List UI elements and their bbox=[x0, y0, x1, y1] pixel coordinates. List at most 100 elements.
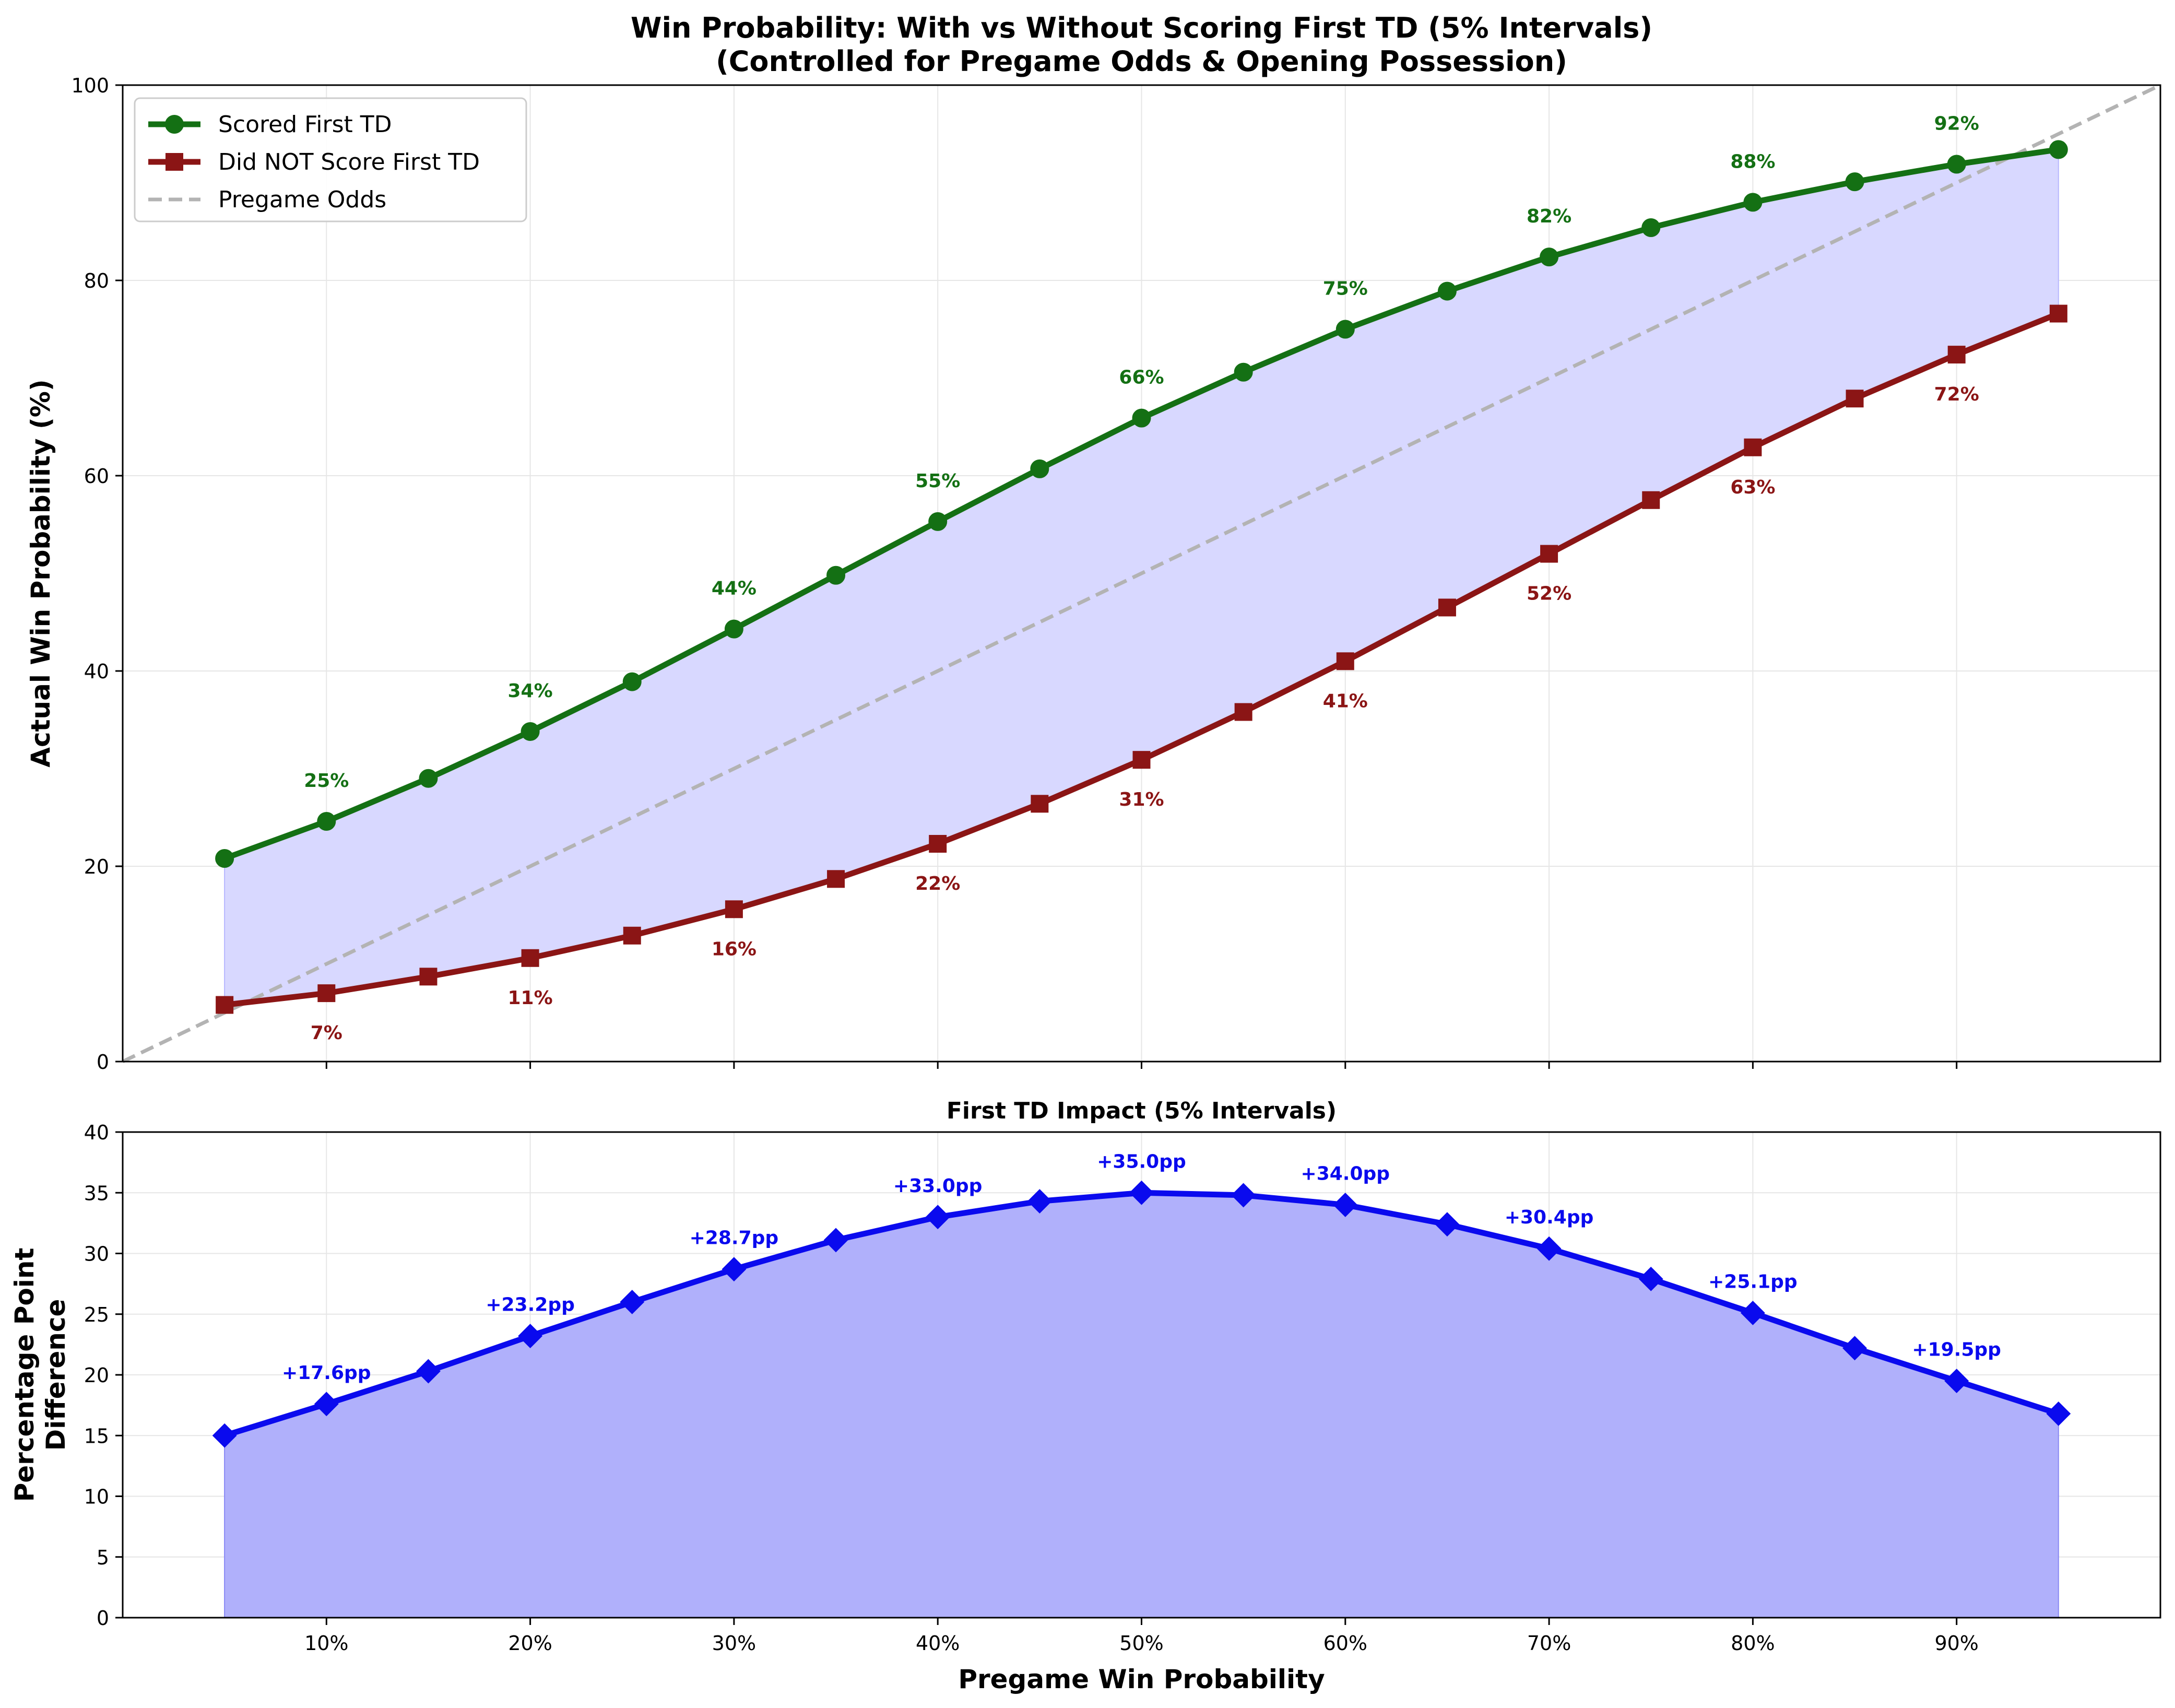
scored-first-td-point-15 bbox=[1743, 193, 1763, 212]
scored-first-td-point-5 bbox=[724, 619, 743, 639]
not-scored-label-7: 22% bbox=[915, 873, 960, 894]
impact-point-14 bbox=[1638, 1266, 1663, 1291]
pregame-odds-line bbox=[122, 83, 2161, 1064]
bottom-series-markers bbox=[212, 1180, 2071, 1448]
scored-first-td-point-17 bbox=[1947, 155, 1966, 174]
bottom-y-axis-label-line-1: Percentage Point bbox=[9, 1248, 40, 1502]
bottom-xtick-label-7: 80% bbox=[1731, 1632, 1775, 1655]
scored-label-5: 44% bbox=[712, 578, 756, 599]
did-not-score-point-4 bbox=[623, 926, 641, 945]
bottom-xtick-label-1: 20% bbox=[508, 1632, 552, 1655]
legend-entry-1: Did NOT Score First TD bbox=[148, 149, 480, 175]
impact-point-11 bbox=[1333, 1193, 1358, 1217]
bottom-ytick-label-0: 0 bbox=[97, 1607, 109, 1630]
scored-label-3: 34% bbox=[508, 680, 553, 702]
impact-label-7: +33.0pp bbox=[893, 1175, 983, 1197]
bottom-ytick-label-3: 15 bbox=[84, 1424, 109, 1447]
scored-first-td-point-2 bbox=[419, 769, 438, 788]
not-scored-label-17: 72% bbox=[1934, 384, 1979, 405]
impact-point-10 bbox=[1231, 1183, 1256, 1208]
impact-label-9: +35.0pp bbox=[1097, 1151, 1186, 1172]
scored-first-td-point-8 bbox=[1030, 459, 1049, 478]
scored-label-9: 66% bbox=[1119, 367, 1164, 388]
bottom-ytick-label-6: 30 bbox=[84, 1243, 109, 1266]
impact-label-13: +30.4pp bbox=[1505, 1207, 1594, 1228]
top-y-ticks: 0 20 40 60 80 100 bbox=[71, 74, 123, 1074]
bottom-ytick-label-8: 40 bbox=[84, 1121, 109, 1144]
did-not-score-point-10 bbox=[1234, 703, 1252, 721]
did-not-score-point-14 bbox=[1642, 491, 1660, 509]
scored-first-td-point-9 bbox=[1132, 408, 1151, 428]
did-not-score-point-3 bbox=[521, 949, 539, 967]
top-ytick-label-5: 100 bbox=[71, 74, 109, 97]
impact-point-1 bbox=[314, 1392, 339, 1417]
did-not-score-point-15 bbox=[1744, 438, 1762, 456]
bottom-ytick-label-2: 10 bbox=[84, 1486, 109, 1509]
bottom-x-ticks: 10% 20% 30% 40% 50% 60% 70% 80% 90% bbox=[304, 1618, 1979, 1655]
legend-entry-2: Pregame Odds bbox=[148, 186, 386, 213]
scored-first-td-point-4 bbox=[622, 672, 642, 691]
impact-label-5: +28.7pp bbox=[690, 1228, 779, 1249]
not-scored-label-5: 16% bbox=[712, 938, 756, 960]
impact-point-9 bbox=[1129, 1180, 1154, 1205]
bottom-xtick-label-5: 60% bbox=[1323, 1632, 1367, 1655]
did-not-score-point-6 bbox=[827, 870, 845, 888]
impact-point-17 bbox=[1944, 1369, 1969, 1394]
top-ytick-label-2: 40 bbox=[84, 660, 109, 683]
bottom-ytick-label-1: 5 bbox=[97, 1546, 109, 1569]
did-not-score-point-1 bbox=[317, 984, 336, 1003]
bottom-y-ticks: 0 5 10 15 20 25 30 35 40 bbox=[84, 1121, 123, 1630]
did-not-score-point-2 bbox=[419, 968, 438, 986]
scored-label-17: 92% bbox=[1934, 113, 1979, 134]
legend-label-2: Pregame Odds bbox=[218, 186, 386, 213]
first-td-impact-chart: +17.6pp +23.2pp +28.7pp +33.0pp +35.0pp +34.0… bbox=[9, 1098, 2161, 1694]
did-not-score-point-0 bbox=[216, 996, 234, 1014]
bottom-data-labels: +17.6pp +23.2pp +28.7pp +33.0pp +35.0pp +34.0… bbox=[282, 1151, 2001, 1384]
impact-point-13 bbox=[1536, 1236, 1562, 1261]
not-scored-label-3: 11% bbox=[508, 987, 553, 1009]
impact-point-2 bbox=[416, 1359, 441, 1384]
legend-marker-1 bbox=[166, 153, 183, 171]
scored-label-1: 25% bbox=[304, 770, 349, 792]
did-not-score-point-17 bbox=[1947, 346, 1966, 364]
did-not-score-point-13 bbox=[1540, 545, 1558, 563]
scored-first-td-point-6 bbox=[826, 566, 846, 585]
bottom-xtick-label-4: 50% bbox=[1119, 1632, 1163, 1655]
legend-label-1: Did NOT Score First TD bbox=[218, 149, 480, 175]
scored-label-13: 82% bbox=[1527, 206, 1571, 227]
top-ytick-label-1: 20 bbox=[84, 855, 109, 878]
bottom-xtick-label-0: 10% bbox=[304, 1632, 348, 1655]
scored-first-td-point-1 bbox=[317, 811, 336, 831]
not-scored-label-13: 52% bbox=[1527, 583, 1571, 605]
impact-label-3: +23.2pp bbox=[486, 1294, 575, 1316]
win-probability-chart: 25% 7% 34% 11% 44% 16% 55% 22% 66% 31% 75% 41% 82% 52… bbox=[26, 11, 2161, 1074]
bottom-ytick-label-7: 35 bbox=[84, 1182, 109, 1205]
scored-first-td-point-10 bbox=[1234, 362, 1253, 382]
top-chart-title-line-1: Win Probability: With vs Without Scoring… bbox=[631, 11, 1652, 44]
bottom-ytick-label-4: 20 bbox=[84, 1364, 109, 1387]
did-not-score-point-8 bbox=[1031, 795, 1049, 813]
top-series-markers bbox=[215, 140, 2068, 1014]
impact-label-1: +17.6pp bbox=[282, 1362, 371, 1384]
bottom-ytick-label-5: 25 bbox=[84, 1303, 109, 1326]
not-scored-label-1: 7% bbox=[311, 1022, 342, 1044]
impact-label-17: +19.5pp bbox=[1912, 1339, 2001, 1361]
impact-point-8 bbox=[1027, 1189, 1052, 1214]
bottom-xtick-label-8: 90% bbox=[1934, 1632, 1978, 1655]
scored-label-15: 88% bbox=[1730, 151, 1775, 172]
scored-first-td-point-7 bbox=[928, 512, 948, 531]
scored-label-7: 55% bbox=[915, 470, 960, 492]
scored-first-td-point-16 bbox=[1845, 172, 1864, 192]
bottom-x-axis-label: Pregame Win Probability bbox=[958, 1664, 1325, 1694]
scored-label-11: 75% bbox=[1323, 278, 1368, 300]
bottom-y-axis-label-line-2: Difference bbox=[41, 1299, 71, 1451]
impact-point-0 bbox=[212, 1423, 237, 1448]
impact-point-4 bbox=[620, 1290, 645, 1314]
impact-label-15: +25.1pp bbox=[1708, 1271, 1798, 1292]
impact-point-5 bbox=[722, 1257, 747, 1282]
scored-first-td-point-18 bbox=[2049, 140, 2068, 159]
did-not-score-point-7 bbox=[929, 834, 947, 853]
top-x-ticks bbox=[325, 1062, 1958, 1069]
top-chart-title-line-2: (Controlled for Pregame Odds & Opening P… bbox=[716, 45, 1567, 78]
scored-first-td-point-3 bbox=[521, 722, 540, 741]
